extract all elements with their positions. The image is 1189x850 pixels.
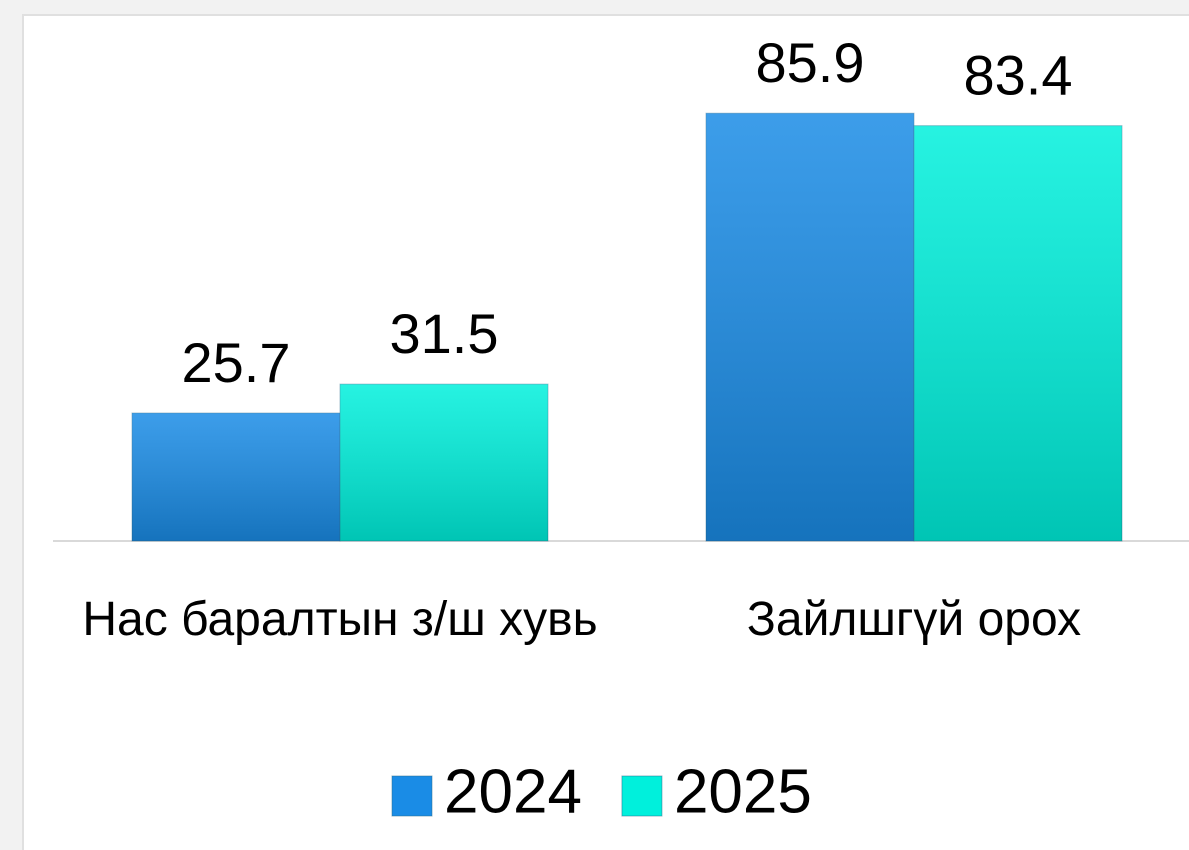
legend-label: 2024 — [444, 757, 582, 826]
bar-shade — [914, 125, 1122, 541]
x-tick-label: Нас баралтын з/ш хувь — [82, 593, 598, 646]
data-label: 83.4 — [964, 43, 1073, 106]
legend-label: 2025 — [674, 757, 812, 826]
bar-shade — [132, 413, 340, 541]
legend-swatch — [391, 775, 433, 817]
data-label: 25.7 — [182, 331, 291, 394]
data-label: 85.9 — [756, 31, 865, 94]
bar-shade — [340, 384, 548, 541]
bar-shade — [706, 113, 914, 541]
x-tick-label: Зайлшгүй орох — [746, 593, 1082, 646]
legend-swatch — [621, 775, 663, 817]
data-label: 31.5 — [390, 302, 499, 365]
